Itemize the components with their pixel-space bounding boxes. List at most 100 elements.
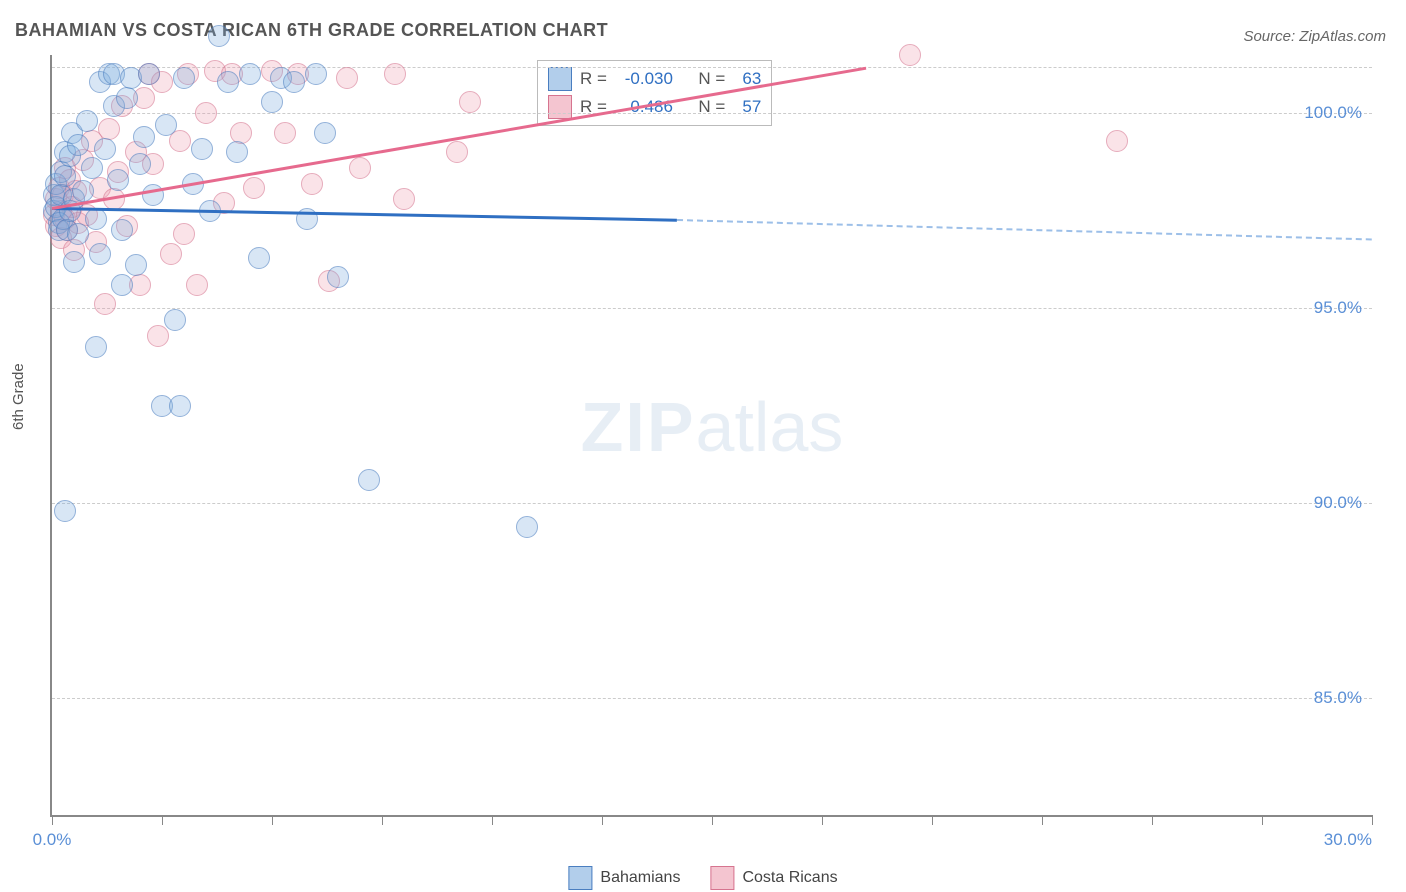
scatter-point xyxy=(138,63,160,85)
stats-row-bahamians: R = -0.030 N = 63 xyxy=(548,65,761,93)
gridline xyxy=(52,113,1372,114)
x-tick xyxy=(1262,815,1263,825)
swatch-pink-icon xyxy=(548,95,572,119)
scatter-point xyxy=(208,25,230,47)
scatter-point xyxy=(98,118,120,140)
legend-label-costaricans: Costa Ricans xyxy=(742,869,837,887)
x-tick-label: 0.0% xyxy=(33,830,72,850)
scatter-point xyxy=(54,500,76,522)
scatter-point xyxy=(899,44,921,66)
scatter-point xyxy=(239,63,261,85)
scatter-point xyxy=(116,87,138,109)
scatter-point xyxy=(169,395,191,417)
x-tick-label: 30.0% xyxy=(1324,830,1372,850)
x-tick xyxy=(52,815,53,825)
chart-title: BAHAMIAN VS COSTA RICAN 6TH GRADE CORREL… xyxy=(15,20,608,41)
stats-r-bahamians: -0.030 xyxy=(615,69,673,89)
scatter-point xyxy=(274,122,296,144)
source-label: Source: ZipAtlas.com xyxy=(1243,28,1386,45)
scatter-point xyxy=(67,223,89,245)
stats-n-label: N = xyxy=(698,69,725,89)
scatter-point xyxy=(261,91,283,113)
legend-item-costaricans: Costa Ricans xyxy=(710,866,837,890)
scatter-point xyxy=(173,223,195,245)
scatter-point xyxy=(94,138,116,160)
legend-label-bahamians: Bahamians xyxy=(600,869,680,887)
scatter-point xyxy=(76,110,98,132)
x-tick xyxy=(492,815,493,825)
scatter-point xyxy=(72,180,94,202)
scatter-point xyxy=(186,274,208,296)
watermark-zip: ZIP xyxy=(581,388,696,466)
y-axis-label: 6th Grade xyxy=(10,363,27,430)
scatter-point xyxy=(230,122,252,144)
x-tick xyxy=(822,815,823,825)
gridline xyxy=(52,308,1372,309)
legend-item-bahamians: Bahamians xyxy=(568,866,680,890)
scatter-point xyxy=(349,157,371,179)
scatter-point xyxy=(63,251,85,273)
scatter-point xyxy=(384,63,406,85)
scatter-point xyxy=(164,309,186,331)
scatter-point xyxy=(217,71,239,93)
swatch-blue-icon xyxy=(548,67,572,91)
scatter-point xyxy=(81,157,103,179)
scatter-point xyxy=(314,122,336,144)
scatter-point xyxy=(85,208,107,230)
scatter-point xyxy=(305,63,327,85)
trend-line xyxy=(52,207,677,221)
scatter-point xyxy=(516,516,538,538)
gridline xyxy=(52,698,1372,699)
watermark: ZIPatlas xyxy=(581,387,844,467)
y-tick-label: 100.0% xyxy=(1304,103,1362,123)
x-tick xyxy=(382,815,383,825)
x-tick xyxy=(1372,815,1373,825)
scatter-point xyxy=(125,254,147,276)
x-tick xyxy=(272,815,273,825)
scatter-point xyxy=(54,165,76,187)
scatter-point xyxy=(446,141,468,163)
scatter-point xyxy=(160,243,182,265)
stats-r-label: R = xyxy=(580,69,607,89)
scatter-point xyxy=(173,67,195,89)
scatter-point xyxy=(195,102,217,124)
bottom-legend: Bahamians Costa Ricans xyxy=(568,866,837,890)
scatter-point xyxy=(147,325,169,347)
x-tick xyxy=(602,815,603,825)
trend-line xyxy=(677,219,1372,243)
gridline xyxy=(52,503,1372,504)
x-tick xyxy=(162,815,163,825)
x-tick xyxy=(1152,815,1153,825)
scatter-point xyxy=(301,173,323,195)
scatter-point xyxy=(107,169,129,191)
scatter-point xyxy=(67,134,89,156)
x-tick xyxy=(712,815,713,825)
plot-area: ZIPatlas R = -0.030 N = 63 R = 0.486 N =… xyxy=(50,55,1372,817)
scatter-point xyxy=(283,71,305,93)
y-tick-label: 90.0% xyxy=(1314,493,1362,513)
legend-swatch-pink-icon xyxy=(710,866,734,890)
scatter-point xyxy=(155,114,177,136)
stats-box: R = -0.030 N = 63 R = 0.486 N = 57 xyxy=(537,60,772,126)
scatter-point xyxy=(129,153,151,175)
scatter-point xyxy=(89,243,111,265)
scatter-point xyxy=(226,141,248,163)
scatter-point xyxy=(133,126,155,148)
scatter-point xyxy=(358,469,380,491)
watermark-atlas: atlas xyxy=(696,388,844,466)
y-tick-label: 95.0% xyxy=(1314,298,1362,318)
scatter-point xyxy=(248,247,270,269)
x-tick xyxy=(932,815,933,825)
legend-swatch-blue-icon xyxy=(568,866,592,890)
scatter-point xyxy=(94,293,116,315)
scatter-point xyxy=(327,266,349,288)
scatter-point xyxy=(1106,130,1128,152)
y-tick-label: 85.0% xyxy=(1314,688,1362,708)
scatter-point xyxy=(111,274,133,296)
scatter-point xyxy=(191,138,213,160)
scatter-point xyxy=(243,177,265,199)
scatter-point xyxy=(85,336,107,358)
scatter-point xyxy=(393,188,415,210)
chart-container: BAHAMIAN VS COSTA RICAN 6TH GRADE CORREL… xyxy=(0,0,1406,892)
scatter-point xyxy=(111,219,133,241)
